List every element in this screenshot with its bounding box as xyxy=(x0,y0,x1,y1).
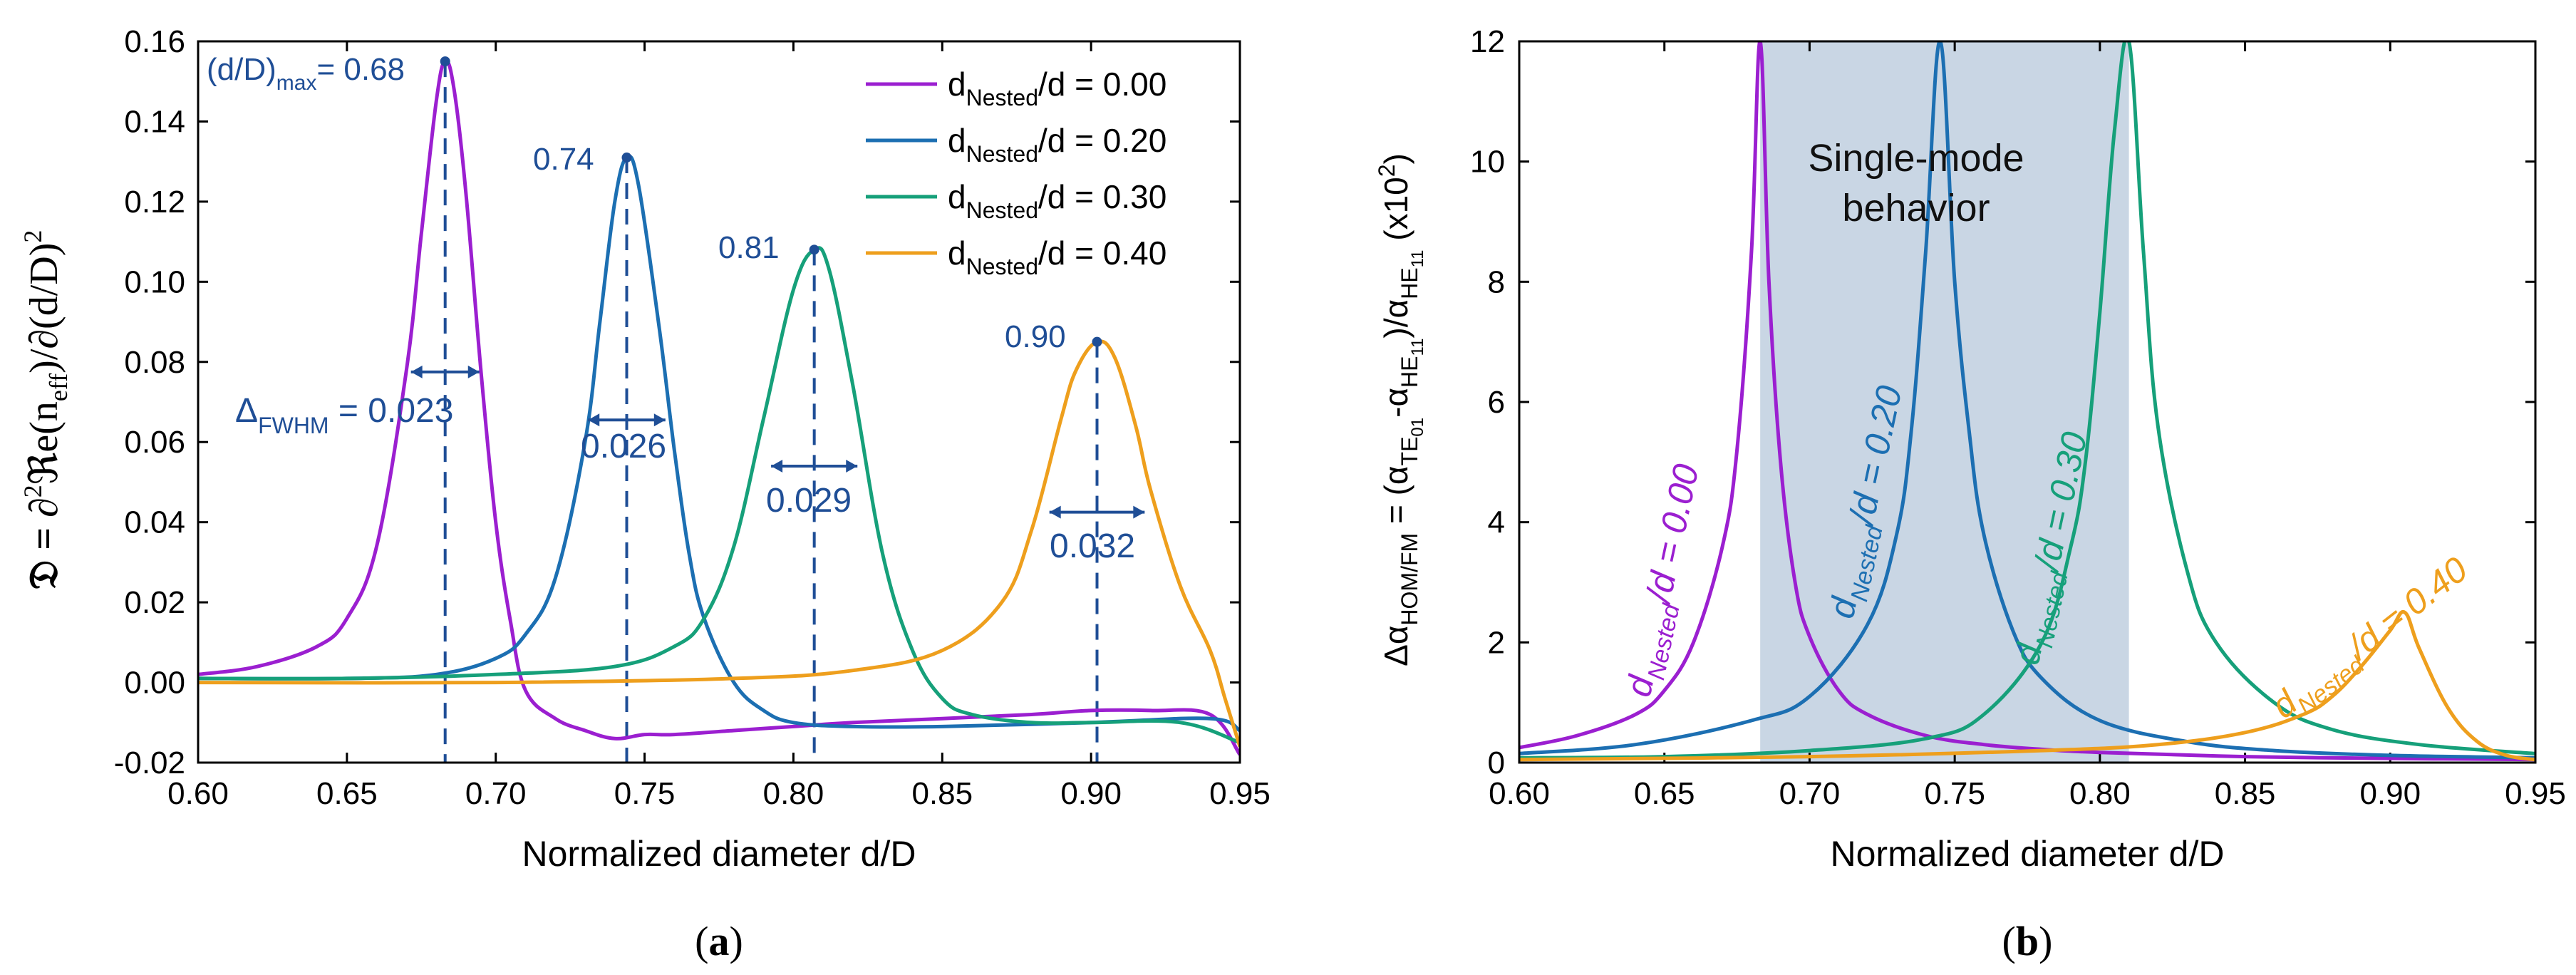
y-tick-label: 0.16 xyxy=(124,24,185,59)
peak-label-0.81: 0.81 xyxy=(718,230,780,265)
panel-b-curves xyxy=(1519,41,2535,762)
panel-b-frame xyxy=(1518,40,2537,764)
single-mode-region xyxy=(1760,41,2129,763)
panel-b-ylabel: ΔαHOM/FM = (αTE01-αHE11)/αHE11 (x102) xyxy=(1374,153,1427,666)
peak-dot xyxy=(621,153,632,163)
panel-b-ticks: 0.60 0.65 0.70 0.75 0.80 0.85 0.90 0.95 0 2 4 6 8 10 1… xyxy=(1470,24,2566,811)
y-tick-label: 8 xyxy=(1488,264,1505,299)
panel-a-peak-lines xyxy=(443,61,1099,763)
x-tick-label: 0.65 xyxy=(1634,776,1695,811)
panel-a: 0.60 0.65 0.70 0.75 0.80 0.85 0.90 0.95 -0.02 0.0… xyxy=(19,24,1271,964)
fwhm-arrowhead-left xyxy=(588,413,600,427)
panel-b-xlabel: Normalized diameter d/D xyxy=(1831,834,2225,874)
shade-label-line1: Single-mode xyxy=(1808,137,2024,180)
panel-a-legend: dNested/d = 0.00 dNested/d = 0.20 dNested/… xyxy=(866,66,1167,279)
curve-b-3 xyxy=(1519,609,2535,762)
x-tick-label: 0.90 xyxy=(1060,776,1122,811)
curve-a-0 xyxy=(198,59,1240,756)
y-tick-label: -0.02 xyxy=(114,746,185,780)
fwhm-arrowhead-right xyxy=(467,365,480,378)
x-tick-label: 0.90 xyxy=(2359,776,2421,811)
y-tick-label: 0.06 xyxy=(124,425,185,460)
curve-a-1 xyxy=(198,154,1240,733)
legend-label-1: dNested/d = 0.20 xyxy=(948,122,1167,167)
curve-b-0 xyxy=(1519,41,2535,762)
x-tick-label: 0.60 xyxy=(167,776,229,811)
y-tick-label: 0.04 xyxy=(124,505,185,540)
shade-label-line2: behavior xyxy=(1842,187,1990,229)
fwhm-arrowhead-left xyxy=(410,365,423,378)
peak-label-0.90: 0.90 xyxy=(1005,319,1066,354)
y-tick-label: 0.12 xyxy=(124,185,185,220)
panel-a-ylabel: 𝔇 = ∂2ℜe(neff)/∂(d/D)2 xyxy=(19,230,73,590)
fwhm-arrowhead-left xyxy=(771,459,783,473)
x-tick-label: 0.70 xyxy=(465,776,527,811)
peak-dot xyxy=(809,244,819,255)
y-tick-label: 10 xyxy=(1470,145,1505,180)
panel-a-markers xyxy=(410,56,1145,519)
panel-a-xlabel: Normalized diameter d/D xyxy=(522,834,916,874)
width-label-0.026: 0.026 xyxy=(581,428,666,465)
curve-b-2 xyxy=(1519,41,2535,760)
panel-b-caption: (b) xyxy=(2002,918,2053,964)
x-tick-label: 0.75 xyxy=(614,776,676,811)
fwhm-arrowhead-right xyxy=(846,459,858,473)
y-tick-label: 0.00 xyxy=(124,666,185,701)
peak-dot xyxy=(1092,336,1102,347)
peak-dot xyxy=(440,56,450,67)
x-tick-label: 0.65 xyxy=(316,776,378,811)
y-tick-label: 12 xyxy=(1470,24,1505,59)
panel-b: 0.60 0.65 0.70 0.75 0.80 0.85 0.90 0.95 0 2 4 6 8 10 1… xyxy=(1374,24,2566,964)
fwhm-arrowhead-right xyxy=(653,413,666,427)
x-tick-label: 0.80 xyxy=(763,776,824,811)
y-tick-label: 2 xyxy=(1488,625,1505,660)
panel-a-frame xyxy=(197,40,1241,764)
curve-a-2 xyxy=(198,246,1240,745)
panel-a-caption: (a) xyxy=(695,918,743,964)
x-tick-label: 0.60 xyxy=(1489,776,1550,811)
x-tick-label: 0.95 xyxy=(2505,776,2566,811)
x-tick-label: 0.80 xyxy=(2069,776,2131,811)
y-tick-label: 0 xyxy=(1488,746,1505,780)
y-tick-label: 0.08 xyxy=(124,345,185,380)
width-label-0.029: 0.029 xyxy=(766,482,852,520)
y-tick-label: 4 xyxy=(1488,505,1505,540)
legend-label-0: dNested/d = 0.00 xyxy=(948,66,1167,110)
curve-a-3 xyxy=(198,339,1240,748)
x-tick-label: 0.95 xyxy=(1209,776,1271,811)
width-label-0.032: 0.032 xyxy=(1050,527,1135,565)
y-tick-label: 6 xyxy=(1488,385,1505,420)
y-tick-label: 0.14 xyxy=(124,104,185,139)
curve-label-0.00: dNested/d = 0.00 xyxy=(1618,460,1714,701)
peak-label-0.74: 0.74 xyxy=(533,142,594,177)
panel-a-ticks: 0.60 0.65 0.70 0.75 0.80 0.85 0.90 0.95 -0.02 0.0… xyxy=(114,24,1271,811)
x-tick-label: 0.85 xyxy=(2215,776,2276,811)
y-tick-label: 0.10 xyxy=(124,264,185,299)
legend-label-3: dNested/d = 0.40 xyxy=(948,234,1167,279)
fwhm-arrowhead-left xyxy=(1049,505,1061,519)
y-tick-label: 0.02 xyxy=(124,585,185,620)
legend-label-2: dNested/d = 0.30 xyxy=(948,178,1167,223)
x-tick-label: 0.70 xyxy=(1779,776,1841,811)
x-tick-label: 0.75 xyxy=(1924,776,1985,811)
fwhm-arrowhead-right xyxy=(1133,505,1145,519)
fwhm-label: ΔFWHM = 0.023 xyxy=(235,392,453,438)
x-tick-label: 0.85 xyxy=(911,776,973,811)
max-label: (d/D)max= 0.68 xyxy=(207,52,405,95)
